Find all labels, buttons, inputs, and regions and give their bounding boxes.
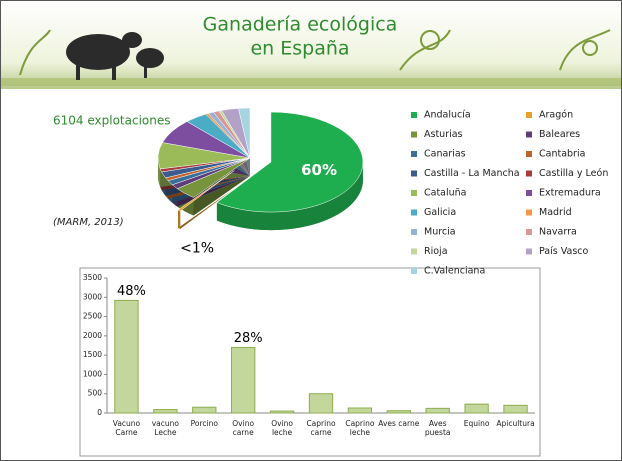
legend-label: Madrid — [539, 207, 572, 218]
y-tick-label: 0 — [97, 408, 102, 417]
annotation: (MARM, 2013) — [53, 217, 124, 228]
y-tick-label: 500 — [88, 389, 103, 398]
legend-label: Castilla y León — [539, 168, 608, 179]
x-tick-label: Caprino carne — [299, 419, 343, 437]
x-tick-label: Aves puesta — [416, 419, 460, 437]
legend-swatch — [411, 249, 417, 255]
legend-label: Navarra — [539, 227, 577, 238]
y-tick-label: 2500 — [83, 312, 102, 321]
legend-label: País Vasco — [539, 246, 588, 257]
bar — [309, 394, 332, 413]
legend-swatch — [526, 249, 532, 255]
title-line: Ganadería ecológica — [203, 14, 398, 36]
x-tick-label: Vacuno Carne — [104, 419, 148, 437]
legend-label: Asturias — [424, 129, 463, 140]
legend-swatch — [526, 190, 532, 196]
x-tick-label: Ovino leche — [260, 419, 304, 437]
title-line: en España — [250, 38, 349, 60]
legend-label: Extremadura — [539, 188, 601, 199]
x-tick-label: Caprino leche — [338, 419, 382, 437]
bar — [426, 408, 449, 413]
legend-label: Aragón — [539, 110, 573, 121]
legend-label: C.Valenciana — [424, 266, 485, 277]
y-tick-label: 1500 — [83, 350, 102, 359]
data-label: 60% — [301, 161, 337, 179]
pie-slice-side — [178, 210, 180, 229]
legend-swatch — [411, 229, 417, 235]
legend-swatch — [526, 112, 532, 118]
chart: Ganadería ecológica en España 6104 explo… — [0, 0, 622, 461]
annotation: 6104 explotaciones — [53, 114, 171, 128]
data-label: <1% — [180, 240, 214, 256]
bar — [193, 407, 216, 413]
legend-swatch — [411, 171, 417, 177]
legend-swatch — [411, 210, 417, 216]
bar — [115, 300, 138, 413]
x-tick-label: Ovino carne — [221, 419, 265, 437]
y-tick-label: 1000 — [83, 369, 102, 378]
y-tick-label: 3000 — [83, 292, 102, 301]
banner-grass — [1, 78, 621, 86]
slide: Ganadería ecológica en España 6104 explo… — [0, 0, 622, 461]
legend-swatch — [526, 229, 532, 235]
x-tick-label: Porcino — [182, 419, 226, 428]
x-tick-label: Aves carne — [377, 419, 421, 428]
bar — [270, 411, 293, 413]
legend-swatch — [411, 190, 417, 196]
bar — [387, 411, 410, 413]
y-tick-label: 3500 — [83, 273, 102, 282]
y-tick-label: 2000 — [83, 331, 102, 340]
x-tick-label: Apicultura — [494, 419, 538, 428]
bar — [232, 347, 255, 413]
legend-label: Rioja — [424, 246, 448, 257]
x-tick-label: Equino — [455, 419, 499, 428]
data-label: 28% — [234, 331, 263, 346]
data-label: 48% — [117, 284, 146, 299]
legend-swatch — [411, 132, 417, 138]
legend-label: Cantabria — [539, 149, 585, 160]
legend-label: Baleares — [539, 129, 580, 140]
legend-label: Castilla - La Mancha — [424, 168, 520, 179]
bar — [504, 405, 527, 413]
legend-swatch — [526, 210, 532, 216]
bar — [465, 404, 488, 413]
legend-swatch — [411, 268, 417, 274]
x-tick-label: vacuno Leche — [143, 419, 187, 437]
legend-swatch — [411, 112, 417, 118]
legend-label: Murcia — [424, 227, 456, 238]
bar — [154, 410, 177, 413]
legend-swatch — [526, 132, 532, 138]
legend-swatch — [526, 171, 532, 177]
legend-label: Cataluña — [424, 188, 467, 199]
legend-label: Canarias — [424, 149, 466, 160]
legend-swatch — [411, 151, 417, 157]
bar — [348, 408, 371, 413]
legend-swatch — [526, 151, 532, 157]
legend-label: Galicia — [424, 207, 456, 218]
legend-label: Andalucía — [424, 110, 471, 121]
